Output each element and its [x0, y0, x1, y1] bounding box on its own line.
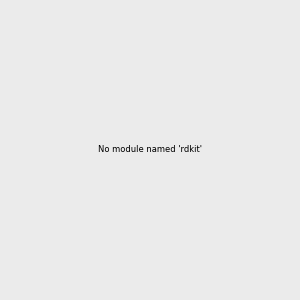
Text: No module named 'rdkit': No module named 'rdkit' — [98, 146, 202, 154]
